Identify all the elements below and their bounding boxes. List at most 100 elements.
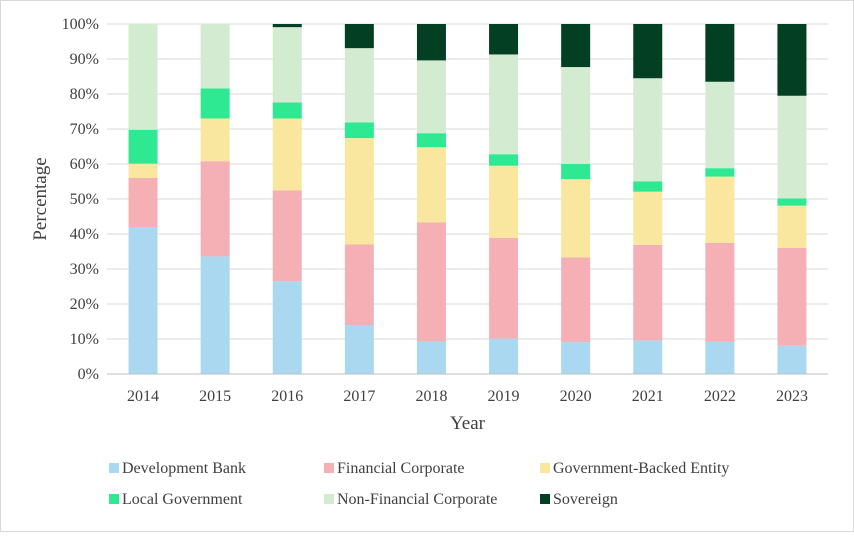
bar-segment (416, 222, 446, 342)
bar-segment (344, 122, 374, 139)
bar-segment (489, 154, 519, 166)
y-tick-label: 30% (70, 261, 99, 278)
bar-segment (705, 24, 735, 82)
legend-swatch (324, 463, 334, 473)
bar-segment (344, 138, 374, 245)
legend-swatch (540, 463, 550, 473)
legend-swatch (324, 494, 334, 504)
bar-segment (344, 244, 374, 325)
bar-segment (272, 190, 302, 282)
bar-segment (705, 176, 735, 243)
bar-segment (561, 257, 591, 343)
y-tick-label: 100% (62, 16, 99, 33)
bar-segment (416, 341, 446, 374)
bar-segment (128, 227, 158, 374)
legend-label: Local Government (122, 491, 243, 508)
bar-segment (561, 342, 591, 374)
bar-segment (416, 147, 446, 223)
bar-segment (200, 256, 230, 374)
bar-segment (200, 161, 230, 257)
bar-segment (272, 24, 302, 28)
bar-segment (489, 54, 519, 155)
legend-item: Non-Financial Corporate (324, 491, 497, 508)
axes: 0% 10% 20% 30% 40% 50% 60% 70% 80% 90% 100% 2014 201… (62, 16, 828, 405)
x-tick-label: 2021 (632, 388, 664, 405)
x-tick-label: 2020 (560, 388, 592, 405)
bar-segment (777, 24, 807, 96)
bar-segment (561, 164, 591, 180)
x-tick-label: 2018 (415, 388, 447, 405)
x-tick-label: 2023 (776, 388, 808, 405)
bar-segment (489, 338, 519, 374)
legend-label: Government-Backed Entity (553, 460, 729, 477)
y-tick-label: 50% (70, 191, 99, 208)
bar-segment (489, 237, 519, 339)
bar-segment (344, 24, 374, 49)
bar-segment (200, 118, 230, 162)
legend-item: Financial Corporate (324, 460, 465, 477)
bar-segment (777, 345, 807, 374)
legend-swatch (109, 463, 119, 473)
bar-segment (200, 24, 230, 89)
y-tick-label: 0% (78, 366, 99, 383)
x-axis-title: Year (450, 413, 486, 434)
bar-segment (489, 165, 519, 238)
y-tick-label: 80% (70, 86, 99, 103)
legend-item: Local Government (109, 491, 243, 508)
legend-label: Financial Corporate (337, 460, 465, 477)
bar-segment (633, 191, 663, 245)
bar-segment (777, 205, 807, 248)
bar-segment (561, 67, 591, 164)
bar-segment (777, 248, 807, 346)
bar-segment (705, 341, 735, 374)
y-tick-label: 70% (70, 121, 99, 138)
bar-segment (777, 198, 807, 206)
bar-segment (200, 88, 230, 119)
bar-segment (128, 178, 158, 227)
x-tick-label: 2016 (271, 388, 303, 405)
bar-segment (416, 133, 446, 148)
legend-label: Development Bank (122, 460, 246, 477)
bar-segment (344, 325, 374, 374)
x-tick-label: 2014 (127, 388, 159, 405)
bar-segment (128, 24, 158, 130)
bar-segment (272, 118, 302, 191)
bar-segment (633, 78, 663, 182)
legend: Development Bank Financial Corporate Gover… (109, 460, 729, 508)
bar-segment (633, 24, 663, 79)
x-tick-label: 2019 (488, 388, 520, 405)
bar-segment (489, 24, 519, 55)
legend-item: Development Bank (109, 460, 246, 477)
x-tick-label: 2017 (343, 388, 375, 405)
x-tick-label: 2022 (704, 388, 736, 405)
bar-segment (633, 244, 663, 341)
bar-segment (561, 24, 591, 68)
legend-label: Non-Financial Corporate (337, 491, 497, 508)
y-tick-label: 10% (70, 331, 99, 348)
y-axis-title: Percentage (30, 157, 51, 240)
legend-item: Sovereign (540, 491, 618, 508)
bar-segment (705, 242, 735, 342)
bar-segment (633, 181, 663, 192)
y-tick-label: 40% (70, 226, 99, 243)
bar-segment (128, 129, 158, 164)
bar-segment (705, 168, 735, 177)
bar-segment (777, 95, 807, 199)
bar-segment (705, 81, 735, 169)
legend-label: Sovereign (553, 491, 618, 508)
x-tick-label: 2015 (199, 388, 231, 405)
bar-segment (561, 179, 591, 258)
y-tick-label: 20% (70, 296, 99, 313)
bar-segment (272, 281, 302, 374)
bar-segment (416, 24, 446, 61)
y-tick-label: 90% (70, 51, 99, 68)
bar-segment (416, 60, 446, 134)
bar-segment (272, 27, 302, 103)
bar-segment (344, 48, 374, 123)
legend-item: Government-Backed Entity (540, 460, 729, 477)
bar-segment (128, 163, 158, 178)
y-tick-label: 60% (70, 156, 99, 173)
legend-swatch (540, 494, 550, 504)
